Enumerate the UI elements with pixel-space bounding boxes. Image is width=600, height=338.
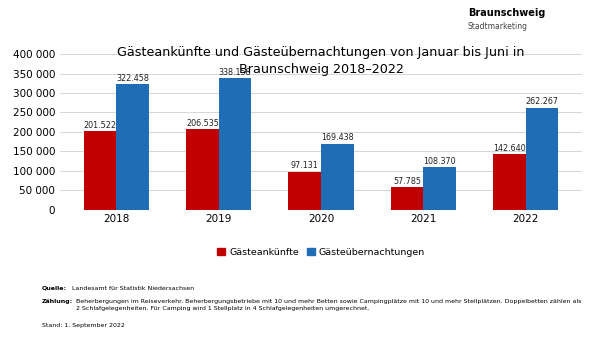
Text: Beherbergungen im Reiseverkehr. Beherbergungsbetriebe mit 10 und mehr Betten sow: Beherbergungen im Reiseverkehr. Beherber… [76, 299, 581, 311]
Text: Braunschweig: Braunschweig [468, 8, 545, 19]
Text: 97.131: 97.131 [291, 162, 319, 170]
Bar [84, 131, 116, 210]
Text: Quelle:: Quelle: [42, 286, 67, 291]
Text: 338.158: 338.158 [219, 68, 251, 77]
Bar [493, 154, 526, 210]
Text: Zählung:: Zählung: [42, 299, 73, 304]
Bar [288, 172, 321, 210]
Text: Stand: 1. September 2022: Stand: 1. September 2022 [42, 323, 125, 328]
Text: 206.535: 206.535 [186, 119, 219, 128]
Bar [219, 78, 251, 210]
Text: Stadtmarketing: Stadtmarketing [468, 22, 528, 31]
Text: 201.522: 201.522 [83, 121, 116, 130]
Legend: Gästeankünfte, Gästeübernachtungen: Gästeankünfte, Gästeübernachtungen [213, 244, 429, 260]
Text: Gästeankünfte und Gästeübernachtungen von Januar bis Juni in
Braunschweig 2018–2: Gästeankünfte und Gästeübernachtungen vo… [117, 46, 525, 76]
Text: 57.785: 57.785 [393, 177, 421, 186]
Bar [526, 107, 558, 210]
Text: 322.458: 322.458 [116, 74, 149, 83]
Bar [186, 129, 219, 210]
Text: 142.640: 142.640 [493, 144, 526, 153]
Bar [116, 84, 149, 210]
Text: Landesamt für Statistik Niedersachsen: Landesamt für Statistik Niedersachsen [70, 286, 194, 291]
Text: 108.370: 108.370 [424, 157, 456, 166]
Bar [391, 187, 423, 210]
Bar [321, 144, 354, 210]
Text: 169.438: 169.438 [321, 133, 353, 142]
Bar [423, 167, 456, 210]
Text: 262.267: 262.267 [526, 97, 559, 106]
